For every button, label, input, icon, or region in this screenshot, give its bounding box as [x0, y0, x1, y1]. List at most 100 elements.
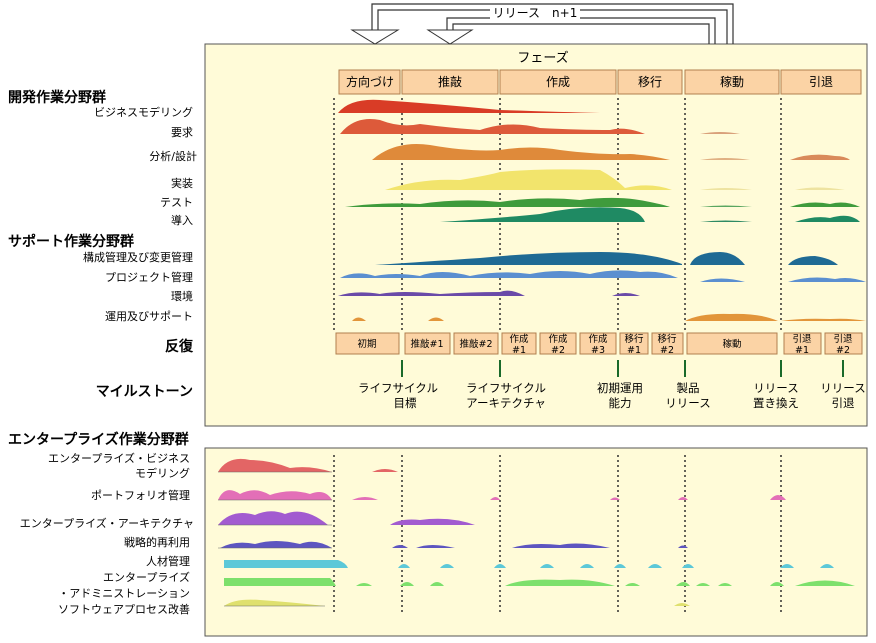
milestone-lco: ライフサイクル — [358, 381, 438, 395]
milestone-retire-2: 引退 — [832, 396, 855, 410]
humps — [218, 99, 866, 606]
milestone-pr: 製品 — [677, 381, 700, 395]
hump-config-prod — [690, 252, 745, 265]
iteration-const-2-num: #2 — [551, 345, 565, 356]
hump-spi — [224, 599, 325, 606]
discipline-test: テスト — [160, 196, 193, 209]
phases-title: フェーズ — [517, 50, 568, 66]
hump-operations-1 — [352, 317, 366, 321]
discipline-deployment: 導入 — [171, 213, 193, 227]
iteration-const-2: 作成 — [548, 333, 568, 345]
discipline-ent-architecture: エンタープライズ・アーキテクチャ — [20, 516, 194, 530]
hump-admin-8 — [696, 583, 710, 586]
hump-admin-7 — [676, 582, 690, 586]
discipline-spi: ソフトウェアプロセス改善 — [58, 602, 190, 616]
iteration-boxes — [335, 332, 863, 355]
hump-ent-arch — [218, 511, 328, 525]
hump-environment-2 — [612, 293, 640, 296]
hump-operations-2 — [428, 317, 444, 321]
milestones-label: マイルストーン — [96, 384, 193, 400]
enterprise-panel — [204, 447, 868, 637]
hump-portfolio — [218, 490, 332, 500]
milestone-lca-2: アーキテクチャ — [466, 396, 546, 410]
hump-ent-business-2 — [372, 469, 398, 472]
milestone-lca: ライフサイクル — [466, 381, 546, 395]
hump-config — [375, 252, 682, 265]
release-arrow-right — [426, 29, 474, 45]
dev-group-title: 開発作業分野群 — [8, 89, 106, 106]
hump-deployment-prod — [700, 220, 752, 222]
milestone-ioc-2: 能力 — [609, 396, 632, 410]
discipline-ent-administration-2: ・アドミニストレーション — [58, 587, 190, 600]
hump-portfolio-2 — [352, 497, 378, 500]
discipline-business-modeling: ビジネスモデリング — [94, 105, 193, 119]
hump-test-prod — [700, 205, 752, 207]
hump-admin-11 — [795, 580, 855, 586]
hump-people-7 — [614, 564, 626, 568]
milestone-replace-2: 置き換え — [753, 396, 799, 410]
hump-deployment — [440, 207, 645, 222]
discipline-people-management: 人材管理 — [146, 554, 190, 568]
hump-reuse-4 — [512, 543, 610, 548]
hump-people-11 — [820, 564, 834, 568]
discipline-portfolio-management: ポートフォリオ管理 — [91, 488, 190, 502]
hump-reuse-2 — [392, 545, 408, 548]
milestone-pr-2: リリース — [665, 396, 710, 410]
iteration-initial: 初期 — [357, 338, 376, 350]
iteration-trans-1-num: #1 — [627, 345, 641, 356]
iteration-const-1: 作成 — [509, 333, 529, 345]
milestone-lco-2: 目標 — [394, 396, 417, 410]
hump-deployment-ret — [795, 215, 860, 222]
hump-ent-arch-2 — [390, 518, 475, 525]
hump-portfolio-3 — [490, 497, 500, 500]
iteration-elab-2: 推敲#2 — [459, 338, 492, 350]
hump-reuse — [220, 541, 332, 548]
discipline-strategic-reuse: 戦略的再利用 — [124, 535, 190, 549]
hump-requirements-prod — [700, 132, 740, 134]
hump-implementation-prod — [700, 188, 752, 190]
phase-construction: 作成 — [546, 75, 570, 89]
milestone-labels: ライフサイクル 目標 ライフサイクル アーキテクチャ 初期運用 能力 製品 リリ… — [358, 381, 866, 410]
hump-admin-2 — [356, 583, 372, 586]
dev-discipline-labels: ビジネスモデリング 要求 分析/設計 実装 テスト 導入 — [94, 105, 197, 227]
discipline-ent-business-modeling: エンタープライズ・ビジネス — [48, 451, 190, 465]
phase-labels: 方向づけ 推敲 作成 移行 稼動 引退 — [346, 74, 833, 89]
phase-production: 稼動 — [720, 74, 744, 89]
discipline-environment: 環境 — [171, 289, 193, 303]
discipline-implementation: 実装 — [171, 176, 193, 190]
hump-analysis-ret — [790, 154, 850, 160]
hump-people-2 — [398, 564, 410, 568]
enterprise-discipline-labels: エンタープライズ・ビジネス モデリング ポートフォリオ管理 エンタープライズ・ア… — [20, 451, 194, 616]
hump-people-4 — [494, 564, 506, 568]
phase-elaboration: 推敲 — [438, 74, 462, 89]
hump-baselines — [218, 471, 332, 607]
discipline-analysis-design: 分析/設計 — [149, 149, 197, 163]
iteration-ret-1: 引退 — [792, 334, 812, 345]
hump-implementation — [385, 169, 672, 190]
hump-business-modeling — [338, 99, 600, 113]
phase-transition: 移行 — [638, 75, 662, 89]
iteration-trans-1: 移行 — [624, 333, 644, 345]
iteration-trans-2-num: #2 — [660, 345, 674, 356]
hump-people-8 — [648, 564, 662, 568]
discipline-requirements: 要求 — [171, 126, 193, 139]
discipline-ent-administration: エンタープライズ — [103, 570, 190, 584]
hump-test-ret — [790, 202, 860, 207]
hump-portfolio-6 — [770, 495, 786, 500]
hump-people-6 — [580, 564, 594, 568]
release-loop — [371, 3, 734, 44]
hump-portfolio-5 — [678, 497, 688, 500]
hump-config-ret — [788, 256, 838, 265]
discipline-operations-support: 運用及びサポート — [105, 310, 193, 323]
iteration-ret-2-num: #2 — [836, 345, 850, 356]
hump-requirements — [340, 118, 645, 134]
hump-project-mgmt-ret — [788, 277, 866, 282]
hump-project-mgmt — [340, 270, 678, 278]
hump-reuse-5 — [678, 545, 688, 548]
iterations-label: 反復 — [165, 338, 194, 355]
hump-environment — [338, 290, 525, 296]
iteration-ret-1-num: #1 — [795, 345, 809, 356]
phase-inception: 方向づけ — [346, 74, 394, 89]
hump-people-10 — [780, 564, 794, 568]
